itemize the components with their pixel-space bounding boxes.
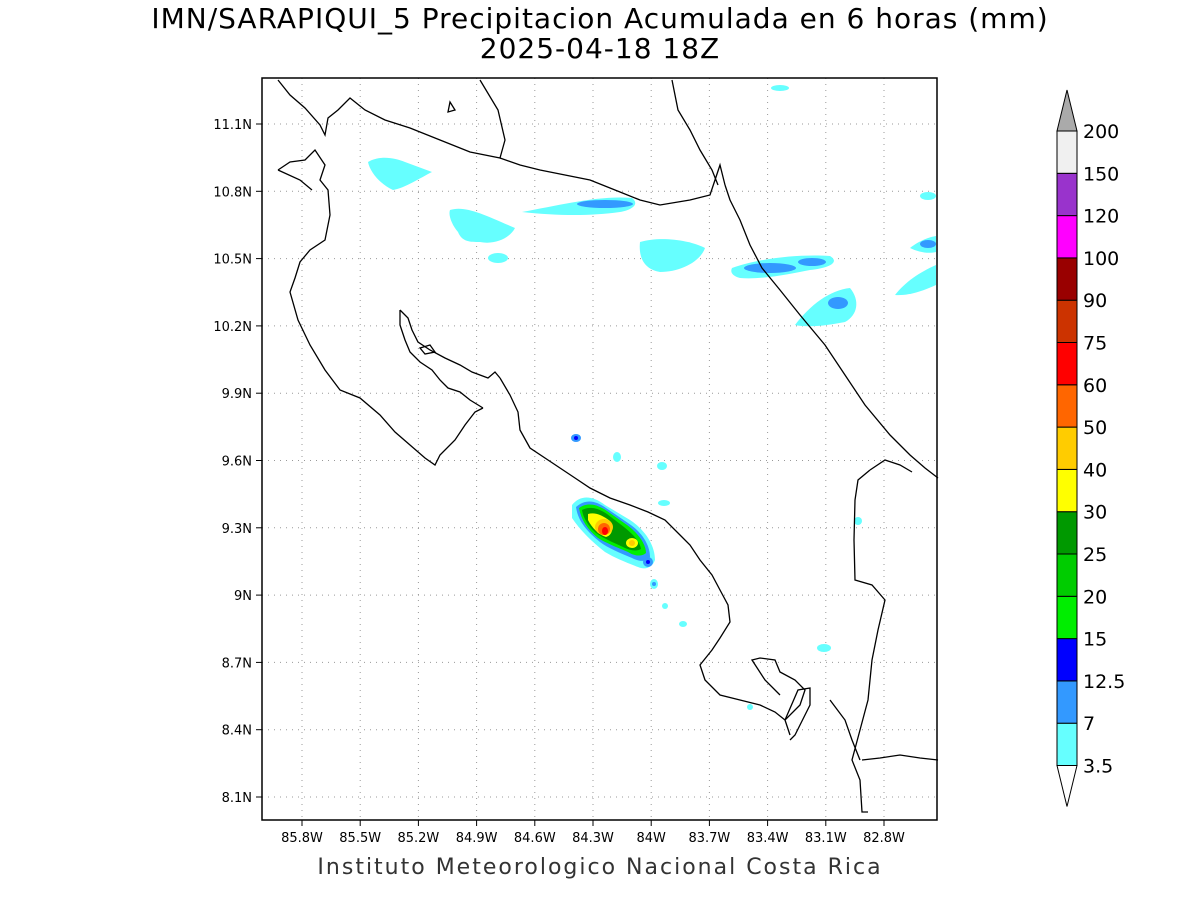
precip-spot-10 xyxy=(854,517,862,525)
precip-spot-1 xyxy=(488,253,508,263)
precip-core-north-band xyxy=(577,200,633,208)
precip-spot-4 xyxy=(613,452,621,462)
colorbar-box xyxy=(1056,172,1078,217)
colorbar-box xyxy=(1056,680,1078,724)
longitude-labels: 85.8W 85.5W 85.2W 84.9W 84.6W 84.3W 84W 83.7W 83… xyxy=(281,820,905,846)
colorbar-box xyxy=(1056,384,1078,428)
precip-core-ne xyxy=(828,297,848,309)
precip-spot-2 xyxy=(771,85,789,91)
colorbar-level-label: 40 xyxy=(1083,459,1107,481)
colorbar-level-label: 60 xyxy=(1083,375,1107,397)
colorbar-box xyxy=(1056,468,1078,513)
lat-tick-label: 11.1N xyxy=(213,118,252,133)
lat-tick-label: 8.4N xyxy=(222,724,252,739)
colorbar-box xyxy=(1056,722,1078,767)
colorbar-box xyxy=(1056,638,1078,682)
precip-spot-osa-2-core xyxy=(652,582,656,586)
colorbar-level-label: 12.5 xyxy=(1083,671,1125,693)
precip-area-nw xyxy=(368,157,432,190)
colorbar-box xyxy=(1056,299,1078,343)
colorbar-box xyxy=(1056,595,1078,640)
colorbar-box xyxy=(1056,215,1078,259)
precip-spot-7 xyxy=(662,603,668,609)
precip-spot-osa-core xyxy=(646,560,650,564)
colorbar-level-label: 15 xyxy=(1083,629,1107,651)
precip-core-caribbean-band-2 xyxy=(798,258,826,266)
colorbar-level-label: 3.5 xyxy=(1083,756,1113,778)
precip-spot-valley-core xyxy=(574,436,578,440)
map-date: 2025-04-18 18Z xyxy=(479,32,721,65)
lat-tick-label: 8.7N xyxy=(222,656,252,671)
colorbar-level-label: 200 xyxy=(1083,121,1119,143)
colorbar-level-label: 25 xyxy=(1083,544,1107,566)
precip-60-pacific xyxy=(602,527,608,535)
lon-tick-label: 85.8W xyxy=(281,831,323,846)
colorbar-level-label: 90 xyxy=(1083,290,1107,312)
colorbar-box xyxy=(1056,130,1078,174)
lat-tick-label: 10.8N xyxy=(213,185,252,200)
precip-spot-6 xyxy=(658,500,670,506)
colorbar-max-arrow xyxy=(1056,89,1078,132)
lon-tick-label: 82.8W xyxy=(863,831,905,846)
lon-tick-label: 83.1W xyxy=(805,831,847,846)
coastlines-and-borders xyxy=(277,79,939,813)
colorbar-level-label: 150 xyxy=(1083,163,1119,185)
lon-tick-label: 85.5W xyxy=(339,831,381,846)
precip-spot-8 xyxy=(679,621,687,627)
lat-tick-label: 10.2N xyxy=(213,320,252,335)
precip-spot-3 xyxy=(920,192,936,200)
lat-tick-label: 10.5N xyxy=(213,253,252,268)
lat-tick-label: 9.9N xyxy=(222,387,252,402)
colorbar-level-label: 50 xyxy=(1083,417,1107,439)
precip-40-pacific-east xyxy=(629,540,635,546)
lon-tick-label: 84.3W xyxy=(572,831,614,846)
precip-area-east-band xyxy=(639,239,705,272)
map-frame xyxy=(261,77,938,821)
precip-spot-5 xyxy=(657,462,667,470)
lat-tick-label: 8.1N xyxy=(222,791,252,806)
colorbar-box xyxy=(1056,342,1078,386)
precip-fields xyxy=(368,85,936,710)
grid-lines xyxy=(262,78,937,820)
lon-tick-label: 84.6W xyxy=(514,831,556,846)
precip-spot-9 xyxy=(817,644,831,652)
precip-spot-11 xyxy=(747,704,753,710)
colorbar-box xyxy=(1056,257,1078,301)
lat-tick-label: 9.3N xyxy=(222,522,252,537)
colorbar-boxes xyxy=(1056,89,1078,807)
colorbar-level-label: 75 xyxy=(1083,333,1107,355)
footer-credit: Instituto Meteorologico Nacional Costa R… xyxy=(317,855,883,880)
colorbar-level-label: 100 xyxy=(1083,248,1119,270)
colorbar-level-label: 20 xyxy=(1083,586,1107,608)
colorbar-box xyxy=(1056,511,1078,555)
colorbar-level-label: 30 xyxy=(1083,502,1107,524)
colorbar-box xyxy=(1056,426,1078,470)
lat-tick-label: 9N xyxy=(234,589,252,604)
precip-core-far-east xyxy=(920,240,936,248)
precip-core-caribbean-band xyxy=(744,263,796,273)
colorbar-min-arrow xyxy=(1056,765,1078,807)
colorbar-level-label: 7 xyxy=(1083,713,1095,735)
lon-tick-label: 84W xyxy=(636,831,666,846)
lon-tick-label: 85.2W xyxy=(397,831,439,846)
colorbar-level-label: 120 xyxy=(1083,206,1119,228)
lon-tick-label: 83.7W xyxy=(688,831,730,846)
colorbar-legend: 3.5 7 12.5 15 20 25 30 40 50 60 75 90 100 120 150 200 xyxy=(1056,89,1125,807)
precip-area-west xyxy=(449,208,515,243)
map-title: IMN/SARAPIQUI_5 Precipitacion Acumulada … xyxy=(151,2,1049,35)
lon-tick-label: 84.9W xyxy=(456,831,498,846)
precip-area-far-east xyxy=(895,265,936,296)
latitude-labels: 11.1N 10.8N 10.5N 10.2N 9.9N 9.6N 9.3N 9N 8.7N 8.… xyxy=(213,118,262,806)
lon-tick-label: 83.4W xyxy=(747,831,789,846)
colorbar-box xyxy=(1056,553,1078,597)
lat-tick-label: 9.6N xyxy=(222,455,252,470)
colorbar-labels: 3.5 7 12.5 15 20 25 30 40 50 60 75 90 100 120 150 200 xyxy=(1083,121,1125,778)
